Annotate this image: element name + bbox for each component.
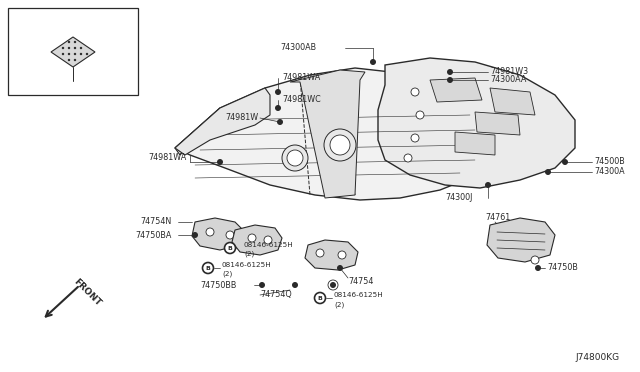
Text: 74754Q: 74754Q xyxy=(260,291,292,299)
Text: B: B xyxy=(317,295,323,301)
Polygon shape xyxy=(290,70,365,198)
Circle shape xyxy=(192,232,198,238)
Circle shape xyxy=(330,282,336,288)
Circle shape xyxy=(68,41,70,43)
Text: (2): (2) xyxy=(222,271,232,277)
Circle shape xyxy=(68,47,70,49)
Polygon shape xyxy=(455,132,495,155)
Circle shape xyxy=(62,47,64,49)
Text: 74300AA: 74300AA xyxy=(490,76,526,84)
Text: 74300A: 74300A xyxy=(594,167,625,176)
Polygon shape xyxy=(192,218,245,250)
Circle shape xyxy=(206,228,214,236)
Text: 74300AB: 74300AB xyxy=(280,44,316,52)
Circle shape xyxy=(74,47,76,49)
Bar xyxy=(8,8,138,95)
Text: J74800KG: J74800KG xyxy=(576,353,620,362)
Circle shape xyxy=(316,249,324,257)
Text: 08146-6125H: 08146-6125H xyxy=(244,242,294,248)
Circle shape xyxy=(80,53,82,55)
Text: 74761: 74761 xyxy=(485,214,510,222)
Circle shape xyxy=(202,263,214,273)
Text: 74750BA: 74750BA xyxy=(135,231,172,240)
Circle shape xyxy=(74,59,76,61)
Circle shape xyxy=(282,145,308,171)
Text: FRONT: FRONT xyxy=(72,276,103,307)
Text: 08146-6125H: 08146-6125H xyxy=(334,292,384,298)
Text: 74750BB: 74750BB xyxy=(200,280,236,289)
Circle shape xyxy=(314,292,326,304)
Text: 74981W: 74981W xyxy=(225,113,258,122)
Circle shape xyxy=(259,282,265,288)
Polygon shape xyxy=(175,68,495,200)
Text: 08146-6125H: 08146-6125H xyxy=(222,262,272,268)
Circle shape xyxy=(535,265,541,271)
Text: 74754N: 74754N xyxy=(140,218,172,227)
Polygon shape xyxy=(175,88,270,155)
Text: (2): (2) xyxy=(334,302,344,308)
Text: 74981W3: 74981W3 xyxy=(490,67,528,77)
Circle shape xyxy=(62,53,64,55)
Circle shape xyxy=(292,282,298,288)
Circle shape xyxy=(80,47,82,49)
Circle shape xyxy=(217,159,223,165)
Circle shape xyxy=(275,89,281,95)
Text: (2): (2) xyxy=(244,251,254,257)
Circle shape xyxy=(338,251,346,259)
Circle shape xyxy=(225,243,236,253)
Circle shape xyxy=(226,231,234,239)
Text: INSULATOR FUSIBLE: INSULATOR FUSIBLE xyxy=(14,22,90,31)
Polygon shape xyxy=(175,108,220,155)
Polygon shape xyxy=(490,88,535,115)
Circle shape xyxy=(275,105,281,111)
Circle shape xyxy=(328,280,338,290)
Circle shape xyxy=(370,59,376,65)
Circle shape xyxy=(531,256,539,264)
Circle shape xyxy=(447,69,453,75)
Circle shape xyxy=(411,88,419,96)
Text: 74750B: 74750B xyxy=(547,263,578,273)
Text: 74981WA: 74981WA xyxy=(148,154,186,163)
Circle shape xyxy=(86,53,88,55)
Circle shape xyxy=(287,150,303,166)
Circle shape xyxy=(330,135,350,155)
Circle shape xyxy=(562,159,568,165)
Polygon shape xyxy=(475,112,520,135)
Circle shape xyxy=(411,134,419,142)
Circle shape xyxy=(264,236,272,244)
Circle shape xyxy=(74,41,76,43)
Text: 74300J: 74300J xyxy=(445,193,472,202)
Text: 74754: 74754 xyxy=(348,278,373,286)
Circle shape xyxy=(485,182,491,188)
Text: B: B xyxy=(228,246,232,250)
Circle shape xyxy=(404,154,412,162)
Circle shape xyxy=(545,169,551,175)
Text: 74981WA: 74981WA xyxy=(282,74,320,83)
Circle shape xyxy=(74,53,76,55)
Polygon shape xyxy=(430,78,482,102)
Text: 74882R: 74882R xyxy=(58,83,88,92)
Polygon shape xyxy=(51,37,95,67)
Circle shape xyxy=(68,53,70,55)
Polygon shape xyxy=(378,58,575,188)
Circle shape xyxy=(416,111,424,119)
Circle shape xyxy=(277,119,283,125)
Circle shape xyxy=(248,234,256,242)
Text: B: B xyxy=(205,266,211,270)
Polygon shape xyxy=(232,225,282,255)
Circle shape xyxy=(337,265,343,271)
Text: 74500B: 74500B xyxy=(594,157,625,167)
Polygon shape xyxy=(487,218,555,262)
Circle shape xyxy=(324,129,356,161)
Polygon shape xyxy=(305,240,358,270)
Circle shape xyxy=(68,59,70,61)
Text: 74981WC: 74981WC xyxy=(282,96,321,105)
Circle shape xyxy=(447,77,453,83)
